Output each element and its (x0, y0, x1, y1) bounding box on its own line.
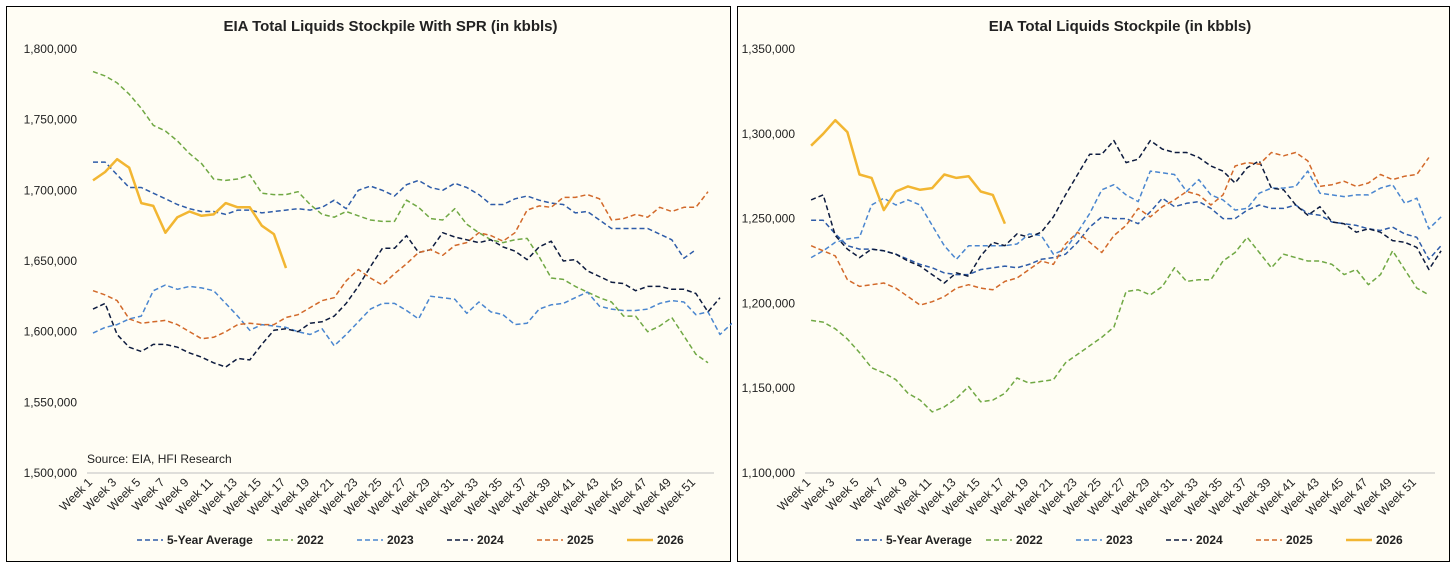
series-line-2022 (92, 70, 709, 364)
series-line-5-year-average (811, 197, 1442, 276)
legend-label: 2026 (1376, 533, 1403, 547)
series-line-2024 (810, 139, 1442, 284)
series-line-5-year-average (93, 161, 697, 259)
chart-with-spr: EIA Total Liquids Stockpile With SPR (in… (24, 18, 732, 547)
series-line-2025 (92, 191, 709, 340)
legend-label: 5-Year Average (886, 533, 972, 547)
chart-title: EIA Total Liquids Stockpile With SPR (in… (223, 18, 557, 35)
y-tick-label: 1,250,000 (742, 212, 796, 226)
legend-label: 5-Year Average (167, 533, 253, 547)
y-tick-label: 1,550,000 (24, 395, 78, 409)
legend-label: 2026 (657, 533, 684, 547)
series-line-2026 (92, 157, 288, 269)
legend-label: 2024 (1196, 533, 1223, 547)
chart-annotation: Source: EIA, HFI Research (87, 452, 232, 466)
legend-label: 2023 (1106, 533, 1133, 547)
y-tick-label: 1,500,000 (24, 466, 78, 480)
y-tick-label: 1,100,000 (742, 466, 796, 480)
legend-label: 2024 (477, 533, 504, 547)
series-line-2026 (810, 118, 1007, 225)
y-tick-label: 1,700,000 (24, 183, 78, 197)
legend-label: 2022 (1016, 533, 1043, 547)
y-tick-label: 1,200,000 (742, 296, 796, 310)
series-line-2023 (810, 170, 1442, 261)
legend-label: 2023 (387, 533, 414, 547)
series-line-2025 (810, 151, 1430, 306)
series-line-2024 (92, 231, 721, 368)
y-tick-label: 1,650,000 (24, 254, 78, 268)
series-line-2023 (92, 284, 732, 347)
y-tick-label: 1,750,000 (24, 113, 78, 127)
legend-label: 2025 (1286, 533, 1313, 547)
chart-panel-with-spr: EIA Total Liquids Stockpile With SPR (in… (6, 6, 732, 562)
chart-title: EIA Total Liquids Stockpile (in kbbls) (989, 18, 1252, 35)
series-line-2022 (810, 236, 1430, 413)
chart-panel-total-liquids: EIA Total Liquids Stockpile (in kbbls) 1,… (737, 6, 1450, 562)
legend-label: 2022 (297, 533, 324, 547)
chart-total-liquids: EIA Total Liquids Stockpile (in kbbls) 1,… (742, 18, 1442, 547)
y-tick-label: 1,600,000 (24, 325, 78, 339)
y-tick-label: 1,150,000 (742, 381, 796, 395)
y-tick-label: 1,800,000 (24, 42, 78, 56)
y-tick-label: 1,350,000 (742, 42, 796, 56)
y-tick-label: 1,300,000 (742, 127, 796, 141)
legend-label: 2025 (567, 533, 594, 547)
